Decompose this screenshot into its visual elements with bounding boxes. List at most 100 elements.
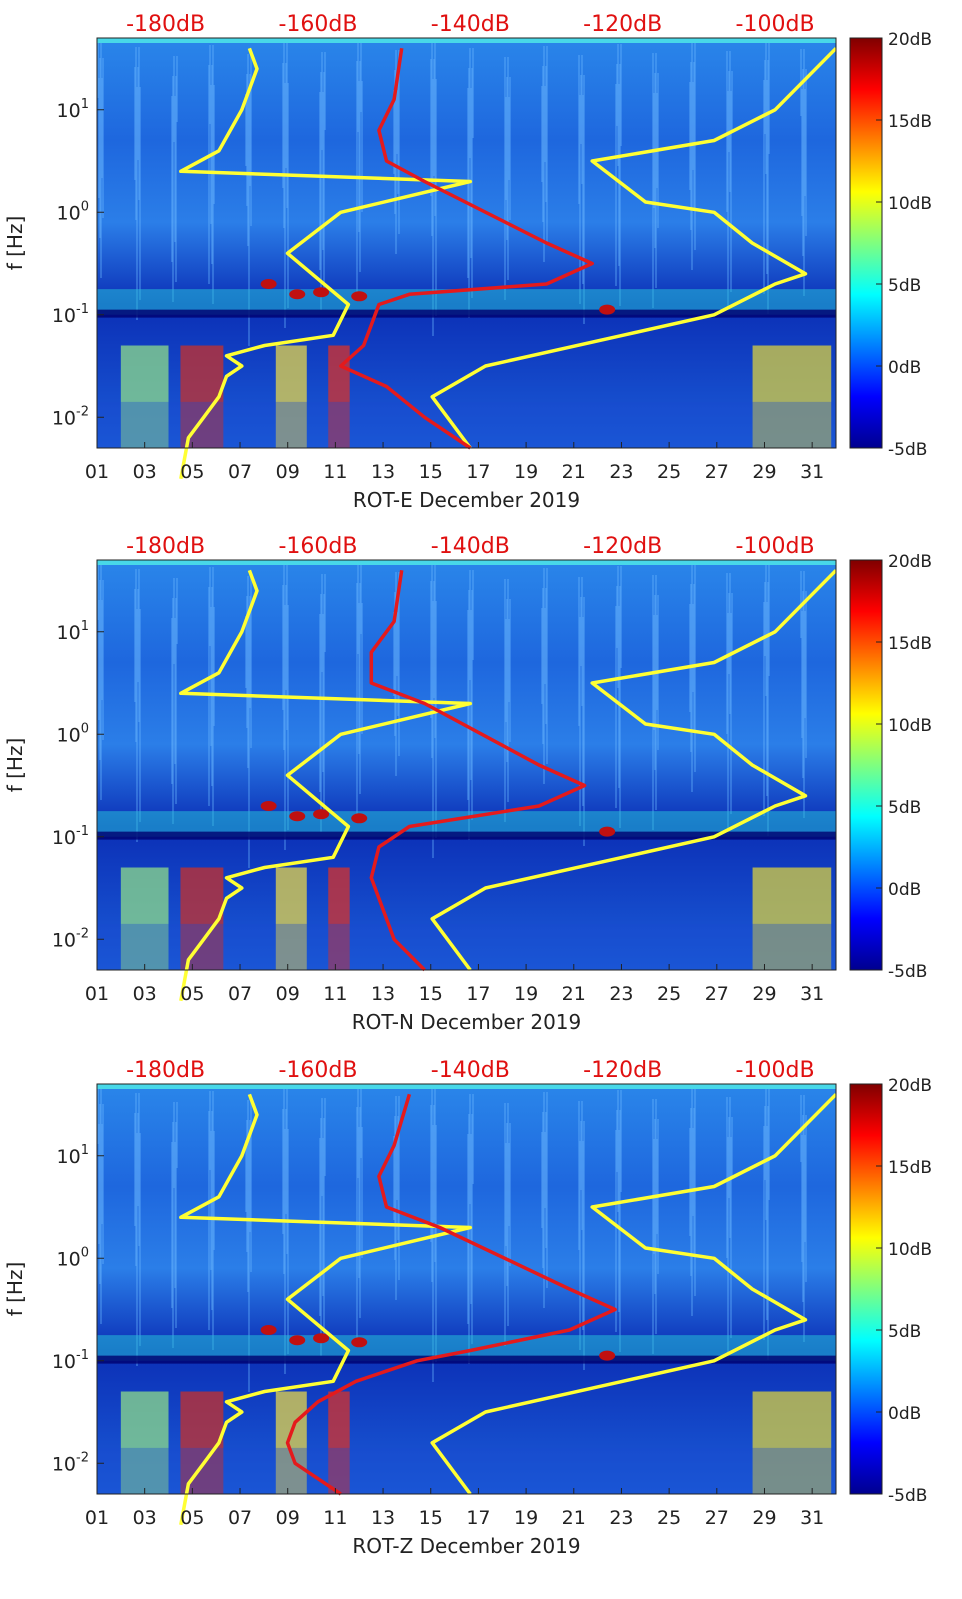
spectrogram-streak: [620, 44, 622, 146]
spectrogram-streak: [396, 612, 398, 676]
spectrogram-streak: [618, 84, 620, 266]
x-tick-label: 07: [228, 1507, 252, 1529]
x-tick-label: 19: [514, 461, 538, 483]
spectrogram-streak: [768, 40, 770, 154]
spectrogram-streak: [358, 81, 360, 232]
x-tick-label: 15: [419, 1507, 443, 1529]
spectrogram-streak: [360, 1087, 362, 1158]
low-frequency-block: [275, 1391, 307, 1494]
spectrogram-streak: [618, 1130, 620, 1312]
hotspot: [260, 1325, 277, 1335]
series-line-1: [430, 47, 838, 450]
colorbar-tick-label: 0dB: [888, 1404, 921, 1424]
spectrogram-streak: [804, 1135, 806, 1242]
hotspot: [289, 811, 306, 822]
top-db-tick-label: -160dB: [278, 12, 357, 37]
spectrogram-streak: [692, 1128, 694, 1216]
x-tick-label: 15: [419, 983, 443, 1005]
spectrogram-streak: [211, 587, 213, 786]
spectrogram-streak: [100, 38, 102, 278]
top-db-tick-label: -140dB: [431, 1058, 510, 1083]
spectrogram-streak: [283, 565, 285, 750]
spectrogram-streak: [99, 58, 101, 238]
spectrogram-streak: [694, 564, 696, 772]
spectrogram-streak: [97, 38, 99, 98]
spectrogram-streak: [175, 76, 177, 282]
spectrogram-streak: [139, 87, 141, 300]
mask-right: [836, 520, 850, 1010]
low-frequency-block: [275, 345, 307, 448]
top-db-tick-label: -120dB: [583, 1058, 662, 1083]
colorbar-tick-label: 10dB: [888, 194, 932, 214]
spectrogram-streak: [689, 82, 691, 190]
colorbar-tick-label: 0dB: [888, 358, 921, 378]
spectrogram-streak: [323, 72, 325, 290]
x-tick-label: 03: [133, 983, 157, 1005]
spectrogram-streak: [692, 82, 694, 170]
spectrogram-streak: [393, 1136, 395, 1220]
x-tick-label: 05: [180, 461, 204, 483]
spectrogram-streak: [285, 63, 287, 168]
x-axis-label: ROT-E December 2019: [353, 488, 580, 512]
spectrogram-streak: [245, 616, 247, 688]
spectrogram-streak: [581, 577, 583, 706]
spectrogram-streak: [245, 1140, 247, 1212]
spectrogram-streak: [394, 592, 396, 736]
spectrogram-streak: [546, 568, 548, 764]
x-tick-label: 29: [752, 1507, 776, 1529]
colorbar-tick-label: 20dB: [888, 552, 932, 572]
spectrogram-streak: [768, 1086, 770, 1200]
y-axis-label: f [Hz]: [3, 1262, 27, 1317]
low-frequency-block: [180, 345, 224, 448]
spectrogram-streak: [360, 563, 362, 634]
spectrogram-streak: [213, 607, 215, 726]
spectrogram-streak: [542, 588, 544, 744]
mask-right: [836, 0, 850, 488]
spectrogram-streak: [434, 1085, 436, 1262]
top-band: [97, 560, 836, 565]
spectrogram-streak: [728, 71, 730, 152]
x-tick-label: 21: [562, 983, 586, 1005]
spectrogram-streak: [324, 52, 326, 130]
series-line-0: [179, 47, 473, 480]
x-tick-label: 15: [419, 461, 443, 483]
spectrogram-streak: [506, 599, 508, 762]
spectrogram-streak: [358, 1127, 360, 1278]
spectrogram-streak: [729, 1097, 731, 1238]
spectrogram-streak: [248, 1140, 250, 1392]
hotspot: [351, 813, 368, 824]
spectrogram-streak: [250, 54, 252, 226]
spectrogram-streak: [249, 1120, 251, 1232]
x-tick-label: 03: [133, 1507, 157, 1529]
spectrogram-streak: [764, 1106, 766, 1180]
spectrogram-streak: [321, 52, 323, 150]
x-tick-label: 23: [609, 983, 633, 1005]
x-tick-label: 07: [228, 461, 252, 483]
x-tick-label: 25: [657, 1507, 681, 1529]
spectrogram-streak: [138, 47, 140, 200]
spectrogram-streak: [472, 1094, 474, 1184]
spectrogram-streak: [582, 1141, 584, 1330]
spectrogram-streak: [506, 77, 508, 240]
spectrogram-streak: [766, 80, 768, 274]
spectrogram-streak: [320, 72, 322, 310]
spectrogram-streak: [175, 1122, 177, 1328]
spectrogram-streak: [615, 606, 617, 808]
spectrogram-streak: [508, 97, 510, 180]
series-line-1: [430, 569, 838, 972]
spectrogram-streak: [801, 1135, 803, 1262]
spectrogram-streak: [432, 79, 434, 336]
spectrogram-streak: [691, 1088, 693, 1316]
x-tick-label: 09: [276, 461, 300, 483]
spectrogram-streak: [430, 1105, 432, 1242]
spectrogram-streak: [805, 591, 807, 758]
series-line-0: [179, 569, 473, 1002]
plot-frame: [96, 37, 837, 449]
top-db-tick-label: -100dB: [736, 12, 815, 37]
spectrogram-streak: [134, 67, 136, 180]
spectrogram-streak: [212, 1091, 214, 1350]
spectrogram-streak: [543, 46, 545, 262]
spectrogram-streak: [395, 1096, 397, 1300]
panel-rot-z: 01 03 05 07 09 11 13 15 17 19 21 23 25 27 29 31 ROT-Z De…: [0, 1044, 932, 1558]
spectrogram-streak: [208, 65, 210, 284]
